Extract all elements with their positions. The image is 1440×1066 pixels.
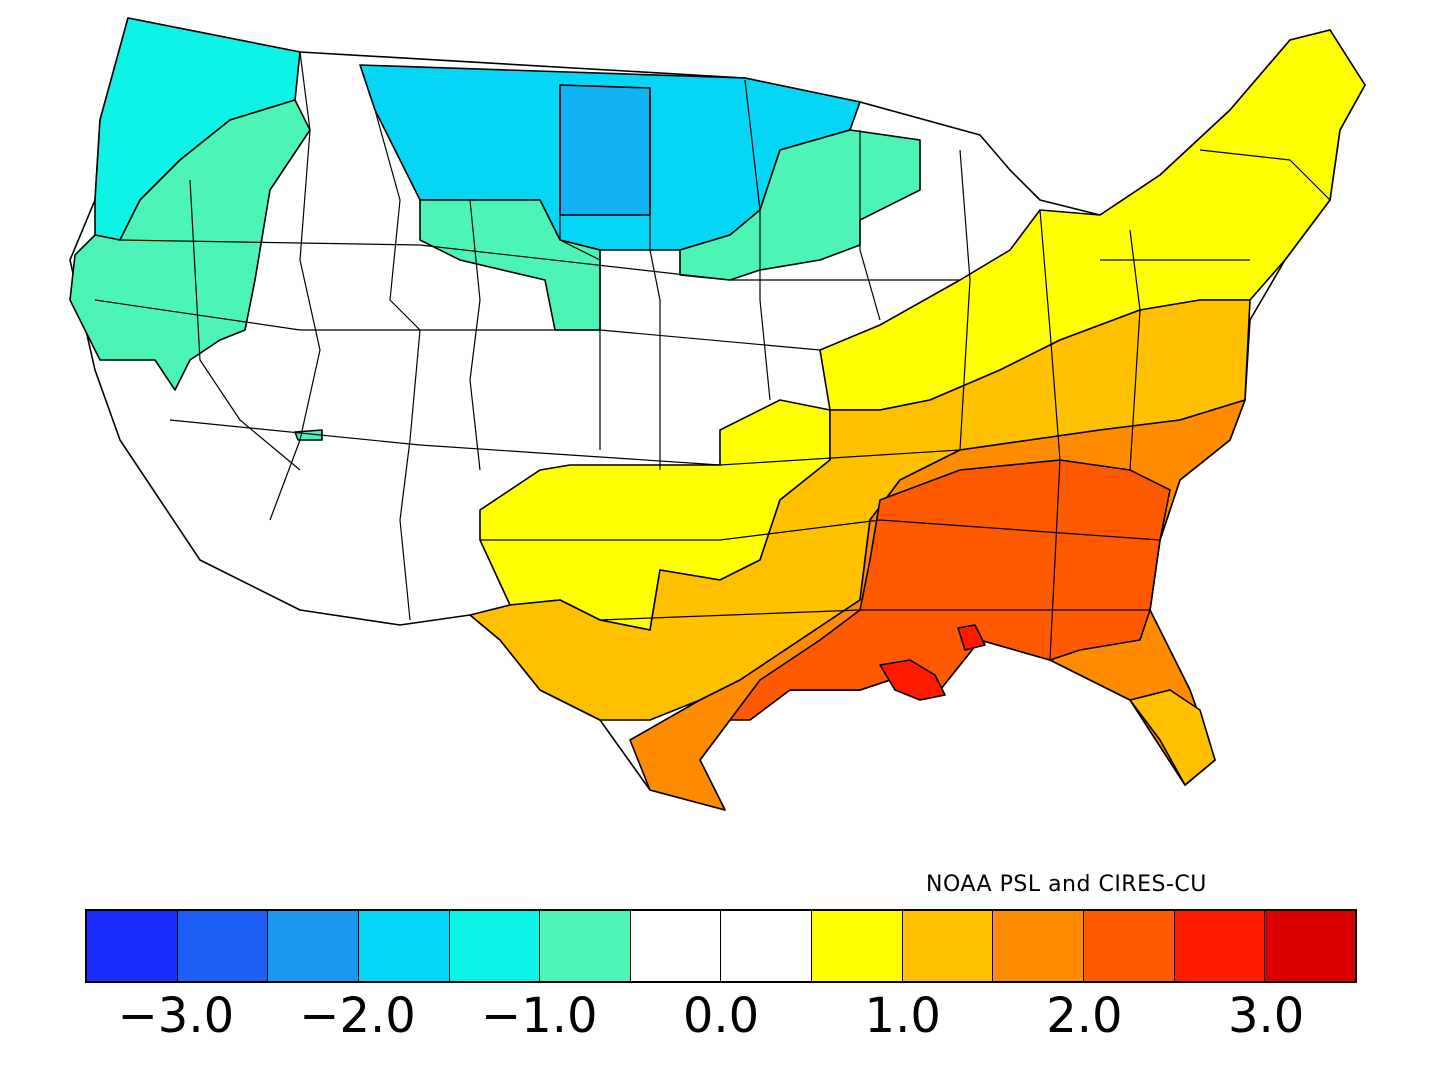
legend-tick-label: 2.0 [1046,988,1123,1044]
color-legend-labels: −3.0 −2.0 −1.0 0.0 1.0 2.0 3.0 [0,988,1440,1048]
region-gulf-hotspot-la [879,659,946,701]
legend-swatch [449,911,541,981]
legend-swatch [630,911,722,981]
legend-tick-label: −1.0 [481,988,598,1044]
legend-swatch [993,911,1085,981]
legend-tick-label: 0.0 [682,988,760,1044]
legend-swatch [1265,911,1355,981]
legend-swatch [87,911,178,981]
legend-swatch [358,911,450,981]
region-dakota-core [559,84,651,216]
legend-tick-label: −3.0 [117,988,235,1044]
map-canvas [69,17,1366,811]
legend-swatch [540,911,631,981]
region-florida [1129,689,1216,786]
legend-swatch [1174,911,1266,981]
legend-swatch [1084,911,1175,981]
legend-tick-label: 3.0 [1227,988,1305,1044]
legend-swatch [812,911,903,981]
region-deep-south [729,459,1171,721]
region-oregon [69,99,311,391]
legend-swatch [721,911,813,981]
legend-swatch [177,911,269,981]
legend-tick-label: 1.0 [864,988,941,1044]
region-gulf-hotspot-al [957,624,986,651]
color-legend-bar [85,909,1357,983]
legend-swatch [268,911,359,981]
legend-tick-label: −2.0 [299,988,416,1044]
map-credit: NOAA PSL and CIRES-CU [926,872,1207,897]
division-lines [94,51,1331,661]
legend-swatch [902,911,994,981]
